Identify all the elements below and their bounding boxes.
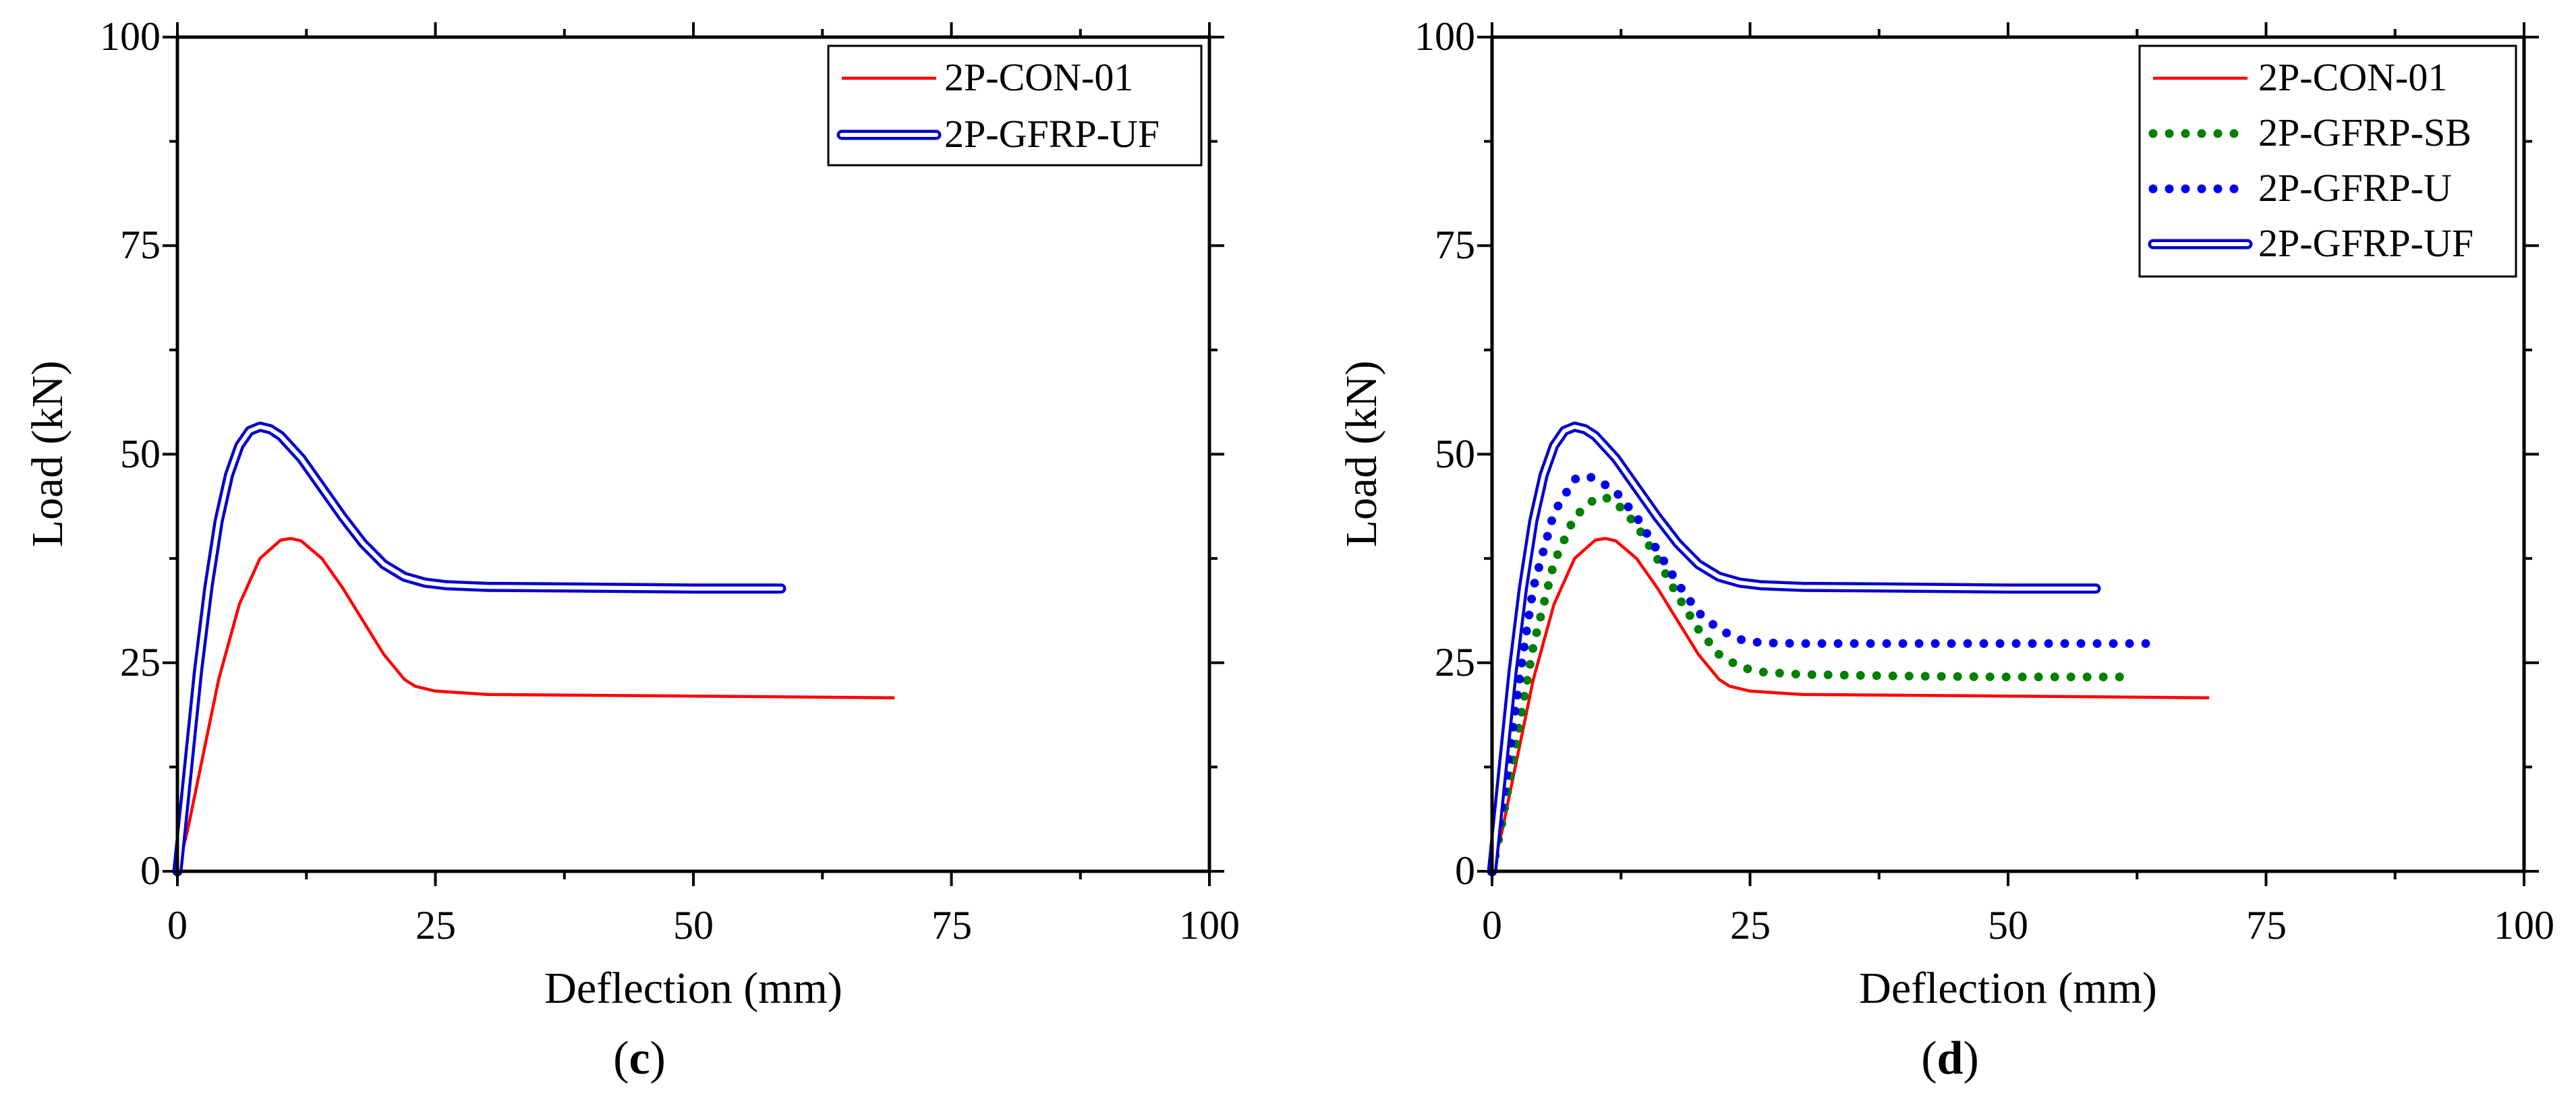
panel-c-y-tick-label: 25 [120, 640, 161, 684]
panel-d-legend-label: 2P-GFRP-SB [2258, 111, 2471, 154]
panel-c-legend: 2P-CON-01 2P-GFRP-UF [827, 45, 1203, 167]
panel-c-series-2p-gfrp-uf-outer [172, 421, 786, 877]
panel-c-caption-letter: c [629, 1032, 650, 1084]
panel-d-series-layer [1487, 421, 2210, 877]
panel-d-series-2p-con-01 [1490, 537, 2210, 872]
panel-c-x-tick-label: 25 [416, 903, 456, 947]
panel-d-legend-samples [2148, 76, 2253, 250]
panel-d-legend-label: 2P-GFRP-U [2258, 166, 2452, 210]
panel-d-x-tick-label: 75 [2246, 903, 2287, 947]
panel-d-y-tick-label: 25 [1435, 640, 1475, 684]
panel-c-x-tick-label: 50 [673, 903, 714, 947]
panel-d-x-axis-title: Deflection (mm) [1859, 964, 2157, 1013]
panel-c-x-axis-title: Deflection (mm) [544, 964, 842, 1013]
panel-d-series-2p-gfrp-sb [1487, 493, 2137, 876]
panel-d-caption: (d) [1921, 1032, 1979, 1084]
panel-c-y-tick-label: 75 [120, 223, 161, 267]
panel-c-series-2p-con-01 [175, 537, 895, 872]
panel-c-y-tick-label: 100 [100, 14, 161, 59]
panel-c-y-tick-label: 50 [120, 432, 161, 476]
panel-d-legend-box [2138, 45, 2517, 278]
panel-d-y-tick-label: 100 [1414, 14, 1475, 59]
panel-d-series-2p-gfrp-uf-inner [1490, 424, 2098, 873]
panel-d-y-tick-label: 0 [1455, 848, 1475, 893]
panel-c-x-tick-label: 100 [1179, 903, 1240, 947]
panel-c-y-axis-title: Load (kN) [23, 361, 72, 548]
panel-c-series-layer [172, 421, 895, 877]
panel-d-y-tick-label: 50 [1435, 432, 1475, 476]
panel-d-x-tick-labels: 0 25 50 75 100 [1482, 903, 2554, 947]
panel-c-chart: 0 25 50 75 100 0 25 50 75 100 Deflection… [23, 14, 1240, 1084]
panel-d-legend: 2P-CON-01 2P-GFRP-SB 2P-GFRP-U 2P-GFRP-U… [2138, 45, 2517, 278]
panel-c-x-tick-label: 0 [167, 903, 188, 947]
panel-c-y-tick-labels: 0 25 50 75 100 [100, 14, 161, 893]
panel-d-x-tick-label: 100 [2494, 903, 2554, 947]
panel-c-caption: (c) [613, 1032, 666, 1084]
panel-d-caption-letter: d [1937, 1032, 1964, 1084]
panel-c-series-2p-gfrp-uf-inner [175, 424, 783, 873]
panel-c-legend-samples [836, 76, 942, 140]
panel-c-x-tick-labels: 0 25 50 75 100 [167, 903, 1240, 947]
panel-c-tick-marks [163, 22, 1224, 886]
panel-d-series-2p-gfrp-u [1487, 471, 2157, 876]
panel-c-legend-label: 2P-CON-01 [944, 55, 1133, 99]
panel-d-x-tick-label: 50 [1988, 903, 2028, 947]
panel-c-y-tick-label: 0 [140, 848, 161, 893]
panel-d-y-axis-title: Load (kN) [1337, 361, 1386, 548]
panel-d-tick-marks [1477, 22, 2539, 886]
panel-d-legend-label: 2P-GFRP-UF [2258, 221, 2473, 265]
panel-d-x-tick-label: 25 [1730, 903, 1771, 947]
panel-d-x-tick-label: 0 [1482, 903, 1502, 947]
panel-c-x-tick-label: 75 [932, 903, 972, 947]
panel-d-series-2p-gfrp-uf-outer [1487, 421, 2101, 877]
panel-d-legend-label: 2P-CON-01 [2258, 55, 2447, 99]
panel-d-chart: 0 25 50 75 100 0 25 50 75 100 Deflection… [1337, 14, 2554, 1084]
panel-d-y-tick-label: 75 [1435, 223, 1475, 267]
panel-c-legend-label: 2P-GFRP-UF [944, 112, 1160, 156]
panel-c-legend-box [827, 45, 1203, 167]
panel-d-y-tick-labels: 0 25 50 75 100 [1414, 14, 1475, 893]
